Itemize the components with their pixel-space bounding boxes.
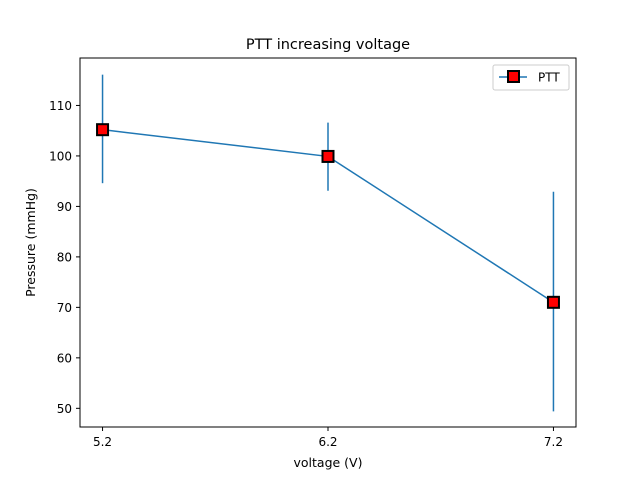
y-tick-label: 90 xyxy=(57,200,72,214)
y-tick-label: 80 xyxy=(57,250,72,264)
data-point-marker xyxy=(546,295,560,309)
y-tick-label: 50 xyxy=(57,402,72,416)
y-tick-label: 60 xyxy=(57,351,72,365)
x-tick-label: 5.2 xyxy=(93,435,112,449)
legend: PTT xyxy=(492,64,570,91)
y-axis-label: Pressure (mmHg) xyxy=(23,188,38,297)
legend-marker-swatch xyxy=(507,70,520,83)
x-tick-label: 7.2 xyxy=(544,435,563,449)
legend-label-ptt: PTT xyxy=(538,71,560,85)
data-point-marker xyxy=(96,123,110,137)
plot-area xyxy=(96,74,560,412)
x-axis-ticks: 5.2 6.2 7.2 xyxy=(93,427,563,449)
chart-title: PTT increasing voltage xyxy=(246,37,410,53)
y-tick-label: 100 xyxy=(49,149,72,163)
x-axis-label: voltage (V) xyxy=(294,455,363,470)
y-tick-label: 70 xyxy=(57,301,72,315)
y-tick-label: 110 xyxy=(49,99,72,113)
x-tick-label: 6.2 xyxy=(318,435,337,449)
data-point-marker xyxy=(321,149,335,163)
y-axis-ticks: 50 60 70 80 90 100 110 xyxy=(49,99,80,416)
